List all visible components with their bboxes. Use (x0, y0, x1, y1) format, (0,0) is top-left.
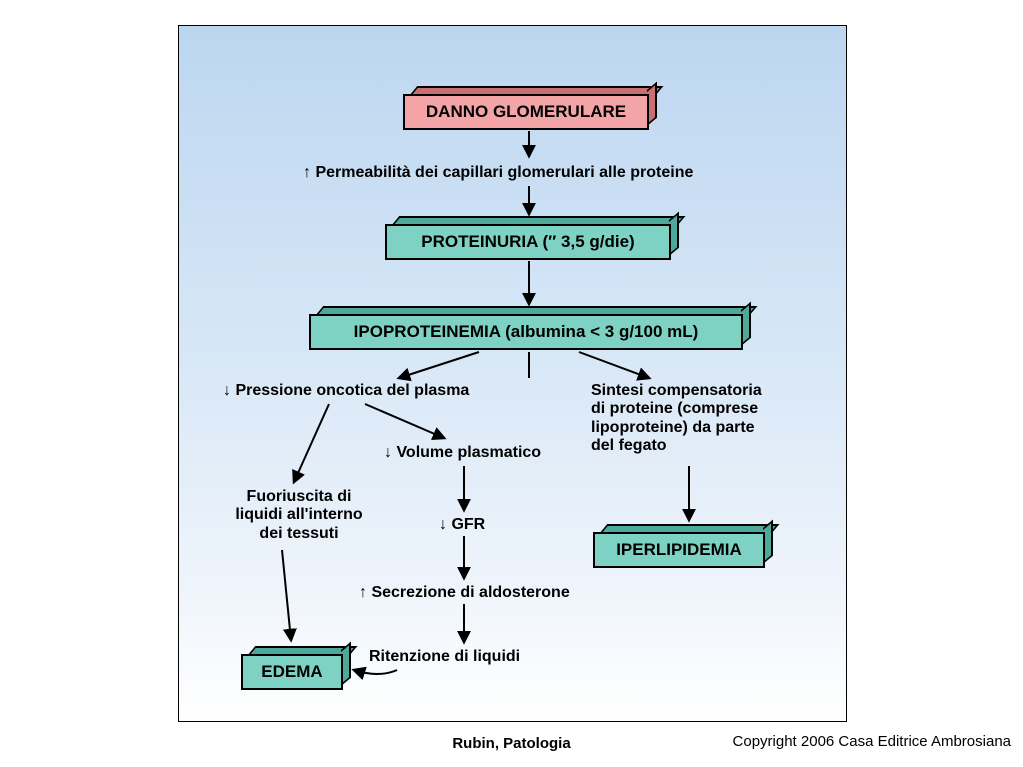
footer-copyright-text: Copyright 2006 Casa Editrice Ambrosiana (733, 733, 1011, 750)
diagram-panel: DANNO GLOMERULARE PROTEINURIA (″ 3,5 g/d… (178, 25, 847, 722)
box-proteinuria-label: PROTEINURIA (″ 3,5 g/die) (421, 232, 634, 252)
box-danno-glomerulare: DANNO GLOMERULARE (403, 86, 657, 130)
slide: DANNO GLOMERULARE PROTEINURIA (″ 3,5 g/d… (0, 0, 1023, 767)
footer-source-text: Rubin, Patologia (452, 735, 570, 752)
box-edema-label: EDEMA (261, 662, 322, 682)
box-danno-label: DANNO GLOMERULARE (426, 102, 626, 122)
label-pressione-oncotica: ↓ Pressione oncotica del plasma (223, 382, 523, 400)
box-ipoproteinemia: IPOPROTEINEMIA (albumina < 3 g/100 mL) (309, 306, 751, 350)
box-iperlipidemia-label: IPERLIPIDEMIA (616, 540, 742, 560)
label-sintesi-compensatoria: Sintesi compensatoriadi proteine (compre… (591, 382, 831, 456)
footer-copyright: Copyright 2006 Casa Editrice Ambrosiana (733, 733, 1011, 750)
label-gfr: ↓ GFR (439, 516, 559, 534)
label-permeabilita: ↑ Permeabilità dei capillari glomerulari… (303, 164, 803, 182)
label-ritenzione-liquidi: Ritenzione di liquidi (369, 648, 589, 666)
label-volume-plasmatico: ↓ Volume plasmatico (384, 444, 614, 462)
box-edema: EDEMA (241, 646, 351, 690)
box-ipoproteinemia-label: IPOPROTEINEMIA (albumina < 3 g/100 mL) (354, 322, 699, 342)
label-secrezione-aldosterone: ↑ Secrezione di aldosterone (359, 584, 639, 602)
label-fuoriuscita-liquidi: Fuoriuscita diliquidi all'internodei tes… (209, 488, 389, 543)
arrows-layer (179, 26, 846, 721)
box-proteinuria: PROTEINURIA (″ 3,5 g/die) (385, 216, 679, 260)
box-iperlipidemia: IPERLIPIDEMIA (593, 524, 773, 568)
